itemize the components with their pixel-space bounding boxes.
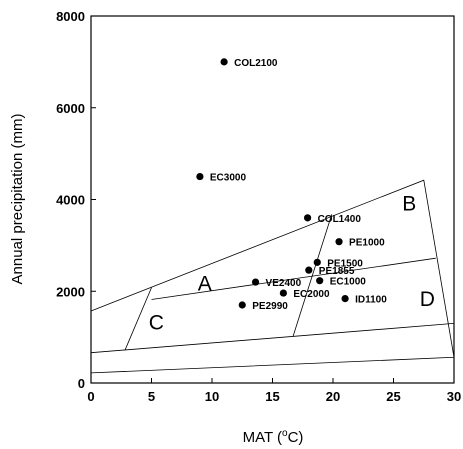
point-label: EC3000 [210,173,247,184]
data-points: COL2100EC3000COL1400PE1000PE1500PE1855EC… [196,58,387,312]
data-point [341,294,349,303]
point-label: COL2100 [234,58,278,69]
y-tick-label: 2000 [56,284,85,299]
data-point [303,214,312,222]
region-label: B [402,193,416,216]
y-tick-label: 6000 [56,101,85,116]
point-label: PE1855 [319,266,355,277]
x-tick-label: 10 [205,389,219,404]
point-label: COL1400 [318,214,362,225]
data-point [313,258,321,266]
point-label: PE1000 [349,238,385,249]
region-labels: A B C D [149,193,435,335]
point-label: VE2400 [266,278,302,289]
x-tick-label: 20 [326,389,340,404]
region-label: A [198,273,212,296]
boundary-line [90,179,455,374]
y-tick-label: 0 [78,376,85,391]
boundary-line [151,257,436,300]
data-point [238,301,246,309]
data-point [335,238,343,246]
boundary-line [124,287,152,351]
data-point [279,289,287,297]
climate-boundaries [90,179,455,374]
x-axis-title: MAT (oC) [243,428,304,446]
x-tick-label: 0 [87,389,94,404]
point-label: EC1000 [330,277,367,288]
data-point [251,278,260,286]
data-point [305,266,313,274]
data-point [316,277,324,285]
data-point [196,172,204,181]
boundary-line [292,214,333,337]
x-tick-label: 30 [447,389,461,404]
region-label: C [149,312,164,335]
data-point [220,58,228,66]
x-tick-label: 15 [265,389,279,404]
point-label: PE2990 [252,301,288,312]
point-label: ID1100 [355,295,387,306]
y-axis-title: Annual precipitation (mm) [9,114,26,285]
y-tick-label: 4000 [56,193,85,208]
point-label: EC2000 [293,289,330,300]
region-label: D [420,288,435,311]
x-tick-label: 25 [386,389,400,404]
y-tick-label: 8000 [56,9,85,24]
x-tick-label: 5 [148,389,155,404]
boundary-line [90,323,455,354]
axis-ticks: 0 5 10 15 20 25 30 0 2000 4000 6000 8000 [56,9,461,404]
point-label: PE1500 [327,258,363,269]
